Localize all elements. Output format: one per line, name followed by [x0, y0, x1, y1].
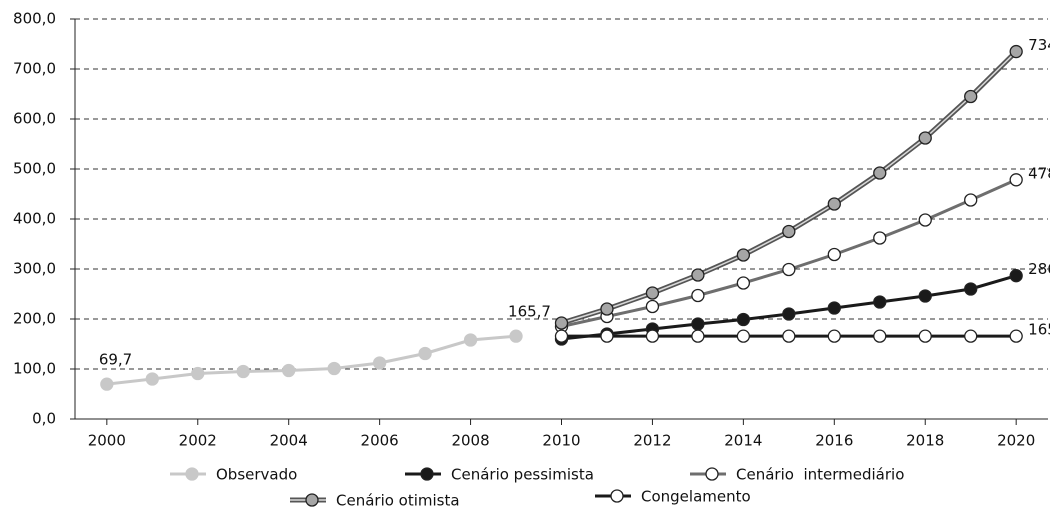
y-tick-label: 200,0 [13, 310, 56, 328]
point [600, 302, 614, 316]
point [782, 307, 796, 321]
legend-marker [610, 489, 624, 503]
data-label: 478,4 [1028, 164, 1050, 182]
point [554, 329, 569, 343]
point [918, 329, 932, 343]
y-tick-label: 800,0 [13, 10, 56, 28]
point [827, 301, 841, 315]
y-tick-label: 500,0 [13, 160, 56, 178]
point [418, 346, 432, 361]
x-tick-label: 2012 [633, 432, 671, 450]
point [964, 282, 978, 296]
point [918, 289, 932, 303]
y-tick-label: 300,0 [13, 260, 56, 278]
point [873, 231, 887, 245]
point [736, 276, 751, 290]
point [964, 329, 978, 343]
legend-label: Cenário intermediário [736, 466, 904, 484]
point [827, 329, 841, 343]
legend-label: Congelamento [641, 488, 751, 506]
legend-marker [705, 467, 719, 481]
point [736, 329, 751, 343]
y-tick-label: 0,0 [32, 410, 56, 428]
x-tick-label: 2004 [270, 432, 308, 450]
point [691, 329, 705, 343]
point [873, 329, 887, 343]
point [554, 316, 569, 330]
legend-label: Cenário otimista [336, 492, 460, 509]
point [236, 364, 250, 379]
point [145, 372, 159, 386]
x-tick-label: 2002 [179, 432, 217, 450]
point [782, 329, 796, 343]
point [736, 248, 751, 262]
data-label: 734,9 [1028, 36, 1050, 54]
legend-marker [185, 467, 199, 481]
point [600, 329, 614, 343]
legend-marker [420, 467, 434, 481]
point [645, 299, 660, 314]
point [736, 312, 751, 327]
y-tick-label: 100,0 [13, 360, 56, 378]
point [509, 329, 523, 343]
point [918, 131, 932, 145]
legend-marker [305, 493, 319, 507]
series-line [106, 334, 517, 386]
x-tick-label: 2006 [361, 432, 399, 450]
legend-label: Cenário pessimista [451, 466, 594, 484]
x-tick-label: 2018 [906, 432, 944, 450]
point [827, 247, 841, 262]
point [964, 89, 978, 104]
x-tick-label: 2020 [997, 432, 1035, 450]
series-line [560, 49, 1018, 326]
point [372, 356, 387, 370]
point [918, 213, 932, 227]
x-tick-label: 2010 [542, 432, 580, 450]
legend-label: Observado [216, 466, 297, 484]
x-tick-label: 2000 [88, 432, 126, 450]
point [782, 224, 796, 239]
point [873, 166, 887, 180]
point [1009, 329, 1023, 343]
y-tick-label: 400,0 [13, 210, 56, 228]
data-label: 165,7 [508, 303, 551, 321]
point [1009, 44, 1023, 59]
data-label: 165,7 [1028, 321, 1050, 339]
point [191, 366, 205, 381]
x-tick-label: 2016 [815, 432, 853, 450]
point [645, 329, 660, 343]
point [691, 268, 705, 282]
data-label: 69,7 [99, 351, 132, 369]
point [100, 377, 114, 391]
point [691, 288, 705, 303]
point [782, 262, 796, 277]
point [691, 317, 705, 331]
data-label: 286,6 [1028, 260, 1050, 278]
series-line-inner [561, 51, 1017, 324]
point [463, 333, 478, 347]
point [282, 363, 296, 378]
point [964, 193, 978, 207]
point [327, 361, 341, 376]
point [1009, 269, 1023, 283]
point [1009, 173, 1023, 187]
point [827, 197, 841, 211]
x-tick-label: 2008 [451, 432, 489, 450]
x-tick-label: 2014 [724, 432, 762, 450]
point [645, 286, 660, 300]
point [873, 295, 887, 309]
series-line [561, 178, 1017, 328]
y-tick-label: 700,0 [13, 60, 56, 78]
y-tick-label: 600,0 [13, 110, 56, 128]
